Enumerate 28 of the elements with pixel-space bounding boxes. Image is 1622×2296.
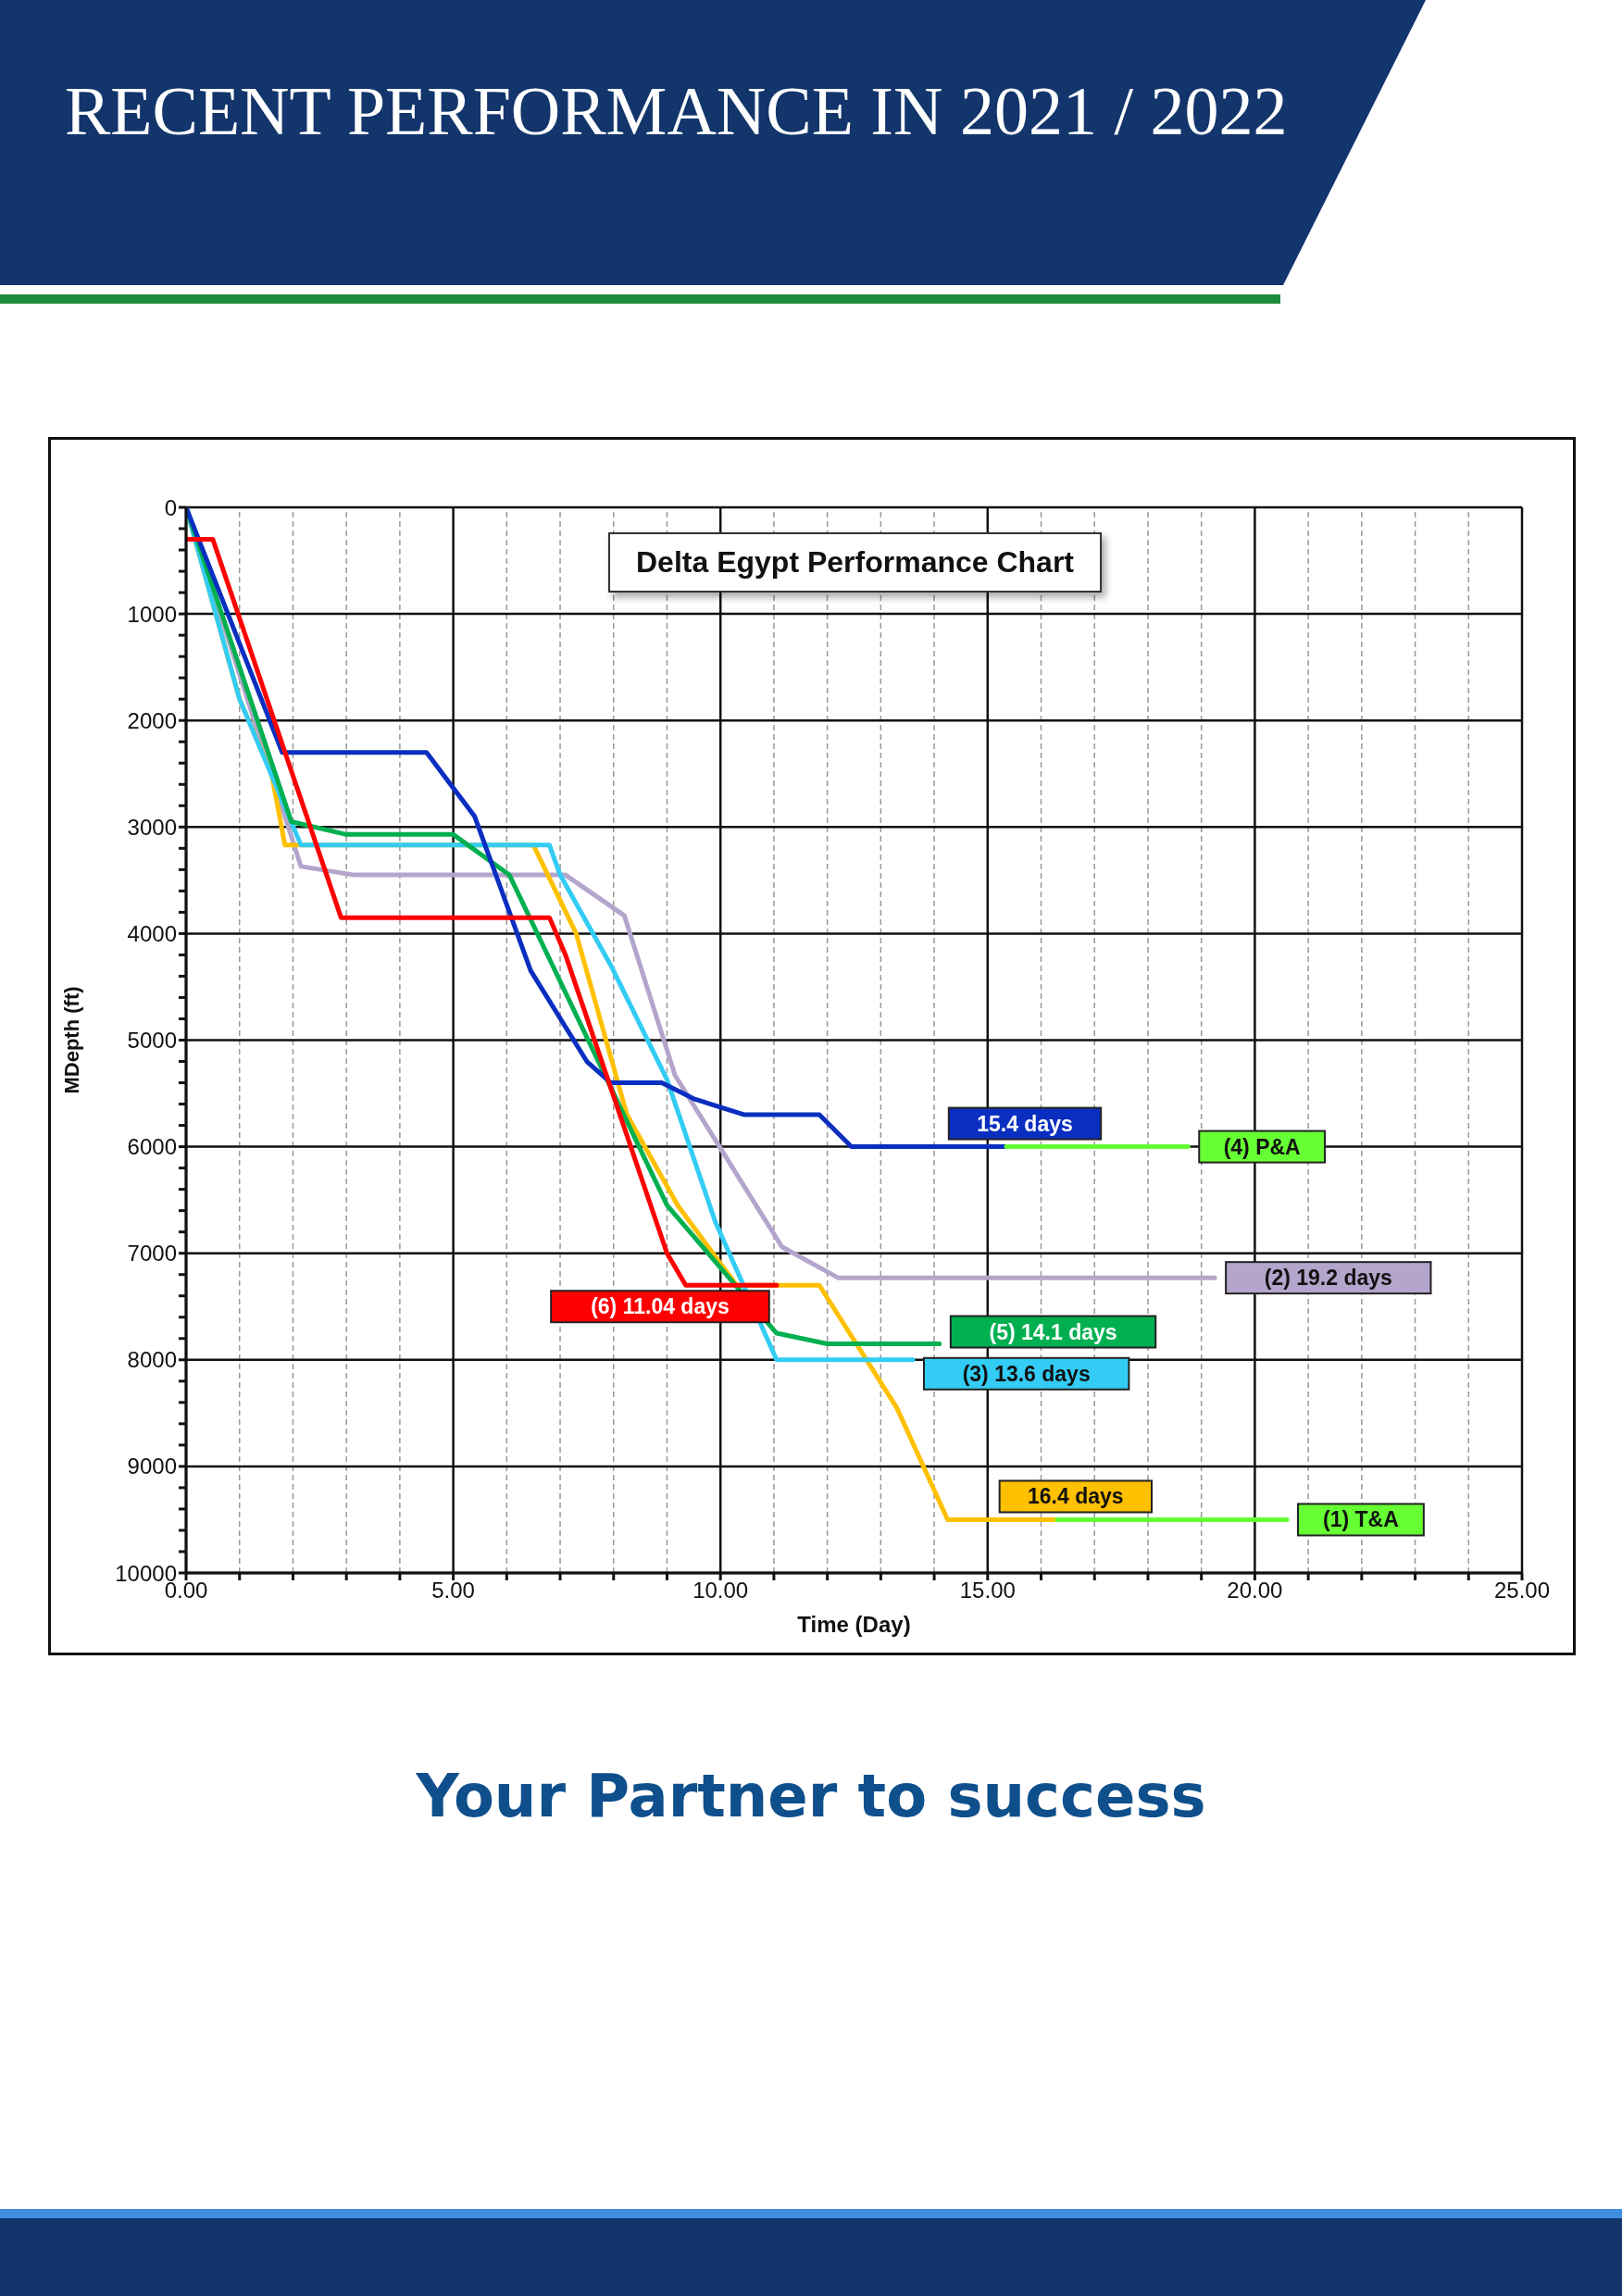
y-axis-title: MDepth (ft) <box>59 986 83 1094</box>
x-tick-label: 20.00 <box>1227 1578 1283 1603</box>
annotation: (1) T&A <box>1323 1507 1399 1532</box>
x-tick-label: 15.00 <box>959 1578 1016 1603</box>
annotation: (6) 11.04 days <box>591 1294 730 1319</box>
y-tick-label: 7000 <box>127 1241 177 1267</box>
y-tick-label: 5000 <box>127 1028 177 1054</box>
y-tick-label: 9000 <box>127 1454 177 1479</box>
y-tick-label: 4000 <box>127 920 177 946</box>
annotation: (4) P&A <box>1223 1134 1301 1159</box>
x-tick-label: 25.00 <box>1493 1578 1551 1603</box>
x-tick-label: 10.00 <box>692 1578 749 1603</box>
text: Your Partner to success <box>415 1762 1207 1830</box>
y-tick-label: 0 <box>164 494 177 520</box>
y-tick-label: 3000 <box>127 814 177 840</box>
annotation: (2) 19.2 days <box>1264 1266 1392 1291</box>
x-tick-label: 5.00 <box>431 1578 475 1603</box>
x-axis-title: Time (Day) <box>797 1612 911 1637</box>
annotation: 16.4 days <box>1028 1484 1124 1509</box>
y-tick-label: 2000 <box>127 707 177 733</box>
chart-title: RECENT PERFORMANCE IN 2021 / 2022 <box>65 72 1288 151</box>
y-tick-label: 8000 <box>127 1347 177 1373</box>
y-tick-label: 1000 <box>127 601 177 627</box>
text: Delta Egypt Performance Chart <box>608 532 1103 593</box>
annotation: (5) 14.1 days <box>989 1319 1117 1344</box>
y-tick-label: 6000 <box>127 1134 177 1160</box>
annotation: (3) 13.6 days <box>962 1361 1091 1386</box>
annotation: 15.4 days <box>977 1111 1073 1136</box>
